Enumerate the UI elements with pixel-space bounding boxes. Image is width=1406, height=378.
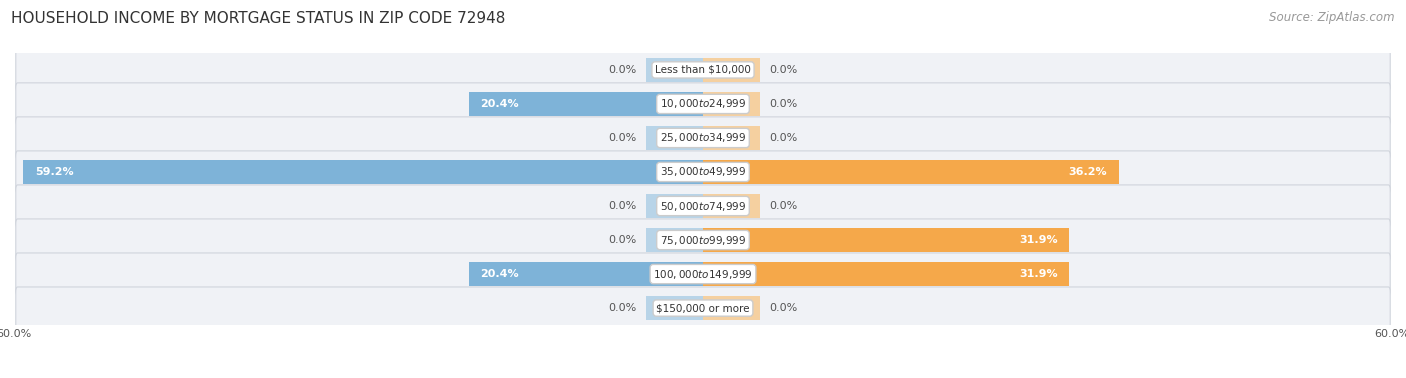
FancyBboxPatch shape — [15, 287, 1391, 329]
Bar — [703, 228, 1070, 252]
Bar — [645, 126, 703, 150]
Text: $10,000 to $24,999: $10,000 to $24,999 — [659, 98, 747, 110]
Text: 0.0%: 0.0% — [769, 201, 797, 211]
Text: $100,000 to $149,999: $100,000 to $149,999 — [654, 268, 752, 280]
Bar — [645, 194, 703, 218]
Bar — [703, 262, 1070, 286]
Text: HOUSEHOLD INCOME BY MORTGAGE STATUS IN ZIP CODE 72948: HOUSEHOLD INCOME BY MORTGAGE STATUS IN Z… — [11, 11, 506, 26]
Bar — [645, 296, 703, 320]
Bar — [468, 92, 703, 116]
Text: $150,000 or more: $150,000 or more — [657, 303, 749, 313]
Text: 20.4%: 20.4% — [481, 269, 519, 279]
Text: 20.4%: 20.4% — [481, 99, 519, 109]
Text: $75,000 to $99,999: $75,000 to $99,999 — [659, 234, 747, 246]
FancyBboxPatch shape — [15, 151, 1391, 193]
Bar — [645, 228, 703, 252]
Text: Less than $10,000: Less than $10,000 — [655, 65, 751, 75]
Bar — [645, 58, 703, 82]
Bar — [24, 160, 703, 184]
FancyBboxPatch shape — [15, 83, 1391, 125]
Text: 0.0%: 0.0% — [769, 65, 797, 75]
Text: 0.0%: 0.0% — [609, 235, 637, 245]
Bar — [703, 296, 761, 320]
Bar — [703, 92, 761, 116]
Text: $50,000 to $74,999: $50,000 to $74,999 — [659, 200, 747, 212]
Bar — [703, 160, 1119, 184]
FancyBboxPatch shape — [15, 185, 1391, 227]
Text: 0.0%: 0.0% — [769, 303, 797, 313]
FancyBboxPatch shape — [15, 253, 1391, 295]
Text: 59.2%: 59.2% — [35, 167, 73, 177]
FancyBboxPatch shape — [15, 117, 1391, 159]
Text: $25,000 to $34,999: $25,000 to $34,999 — [659, 132, 747, 144]
Bar — [703, 92, 761, 116]
Text: 31.9%: 31.9% — [1019, 269, 1057, 279]
Bar — [468, 262, 703, 286]
Bar — [703, 194, 761, 218]
Text: 0.0%: 0.0% — [609, 201, 637, 211]
Text: 36.2%: 36.2% — [1069, 167, 1107, 177]
Bar — [703, 160, 761, 184]
Legend: Without Mortgage, With Mortgage: Without Mortgage, With Mortgage — [586, 377, 820, 378]
Text: 0.0%: 0.0% — [769, 133, 797, 143]
Text: 0.0%: 0.0% — [609, 303, 637, 313]
Bar — [703, 262, 761, 286]
Text: 0.0%: 0.0% — [609, 133, 637, 143]
Text: 31.9%: 31.9% — [1019, 235, 1057, 245]
Bar — [703, 58, 761, 82]
FancyBboxPatch shape — [15, 219, 1391, 261]
Text: 0.0%: 0.0% — [609, 65, 637, 75]
Text: Source: ZipAtlas.com: Source: ZipAtlas.com — [1270, 11, 1395, 24]
FancyBboxPatch shape — [15, 49, 1391, 91]
Bar — [703, 126, 761, 150]
Text: 0.0%: 0.0% — [769, 99, 797, 109]
Text: $35,000 to $49,999: $35,000 to $49,999 — [659, 166, 747, 178]
Bar — [645, 228, 703, 252]
